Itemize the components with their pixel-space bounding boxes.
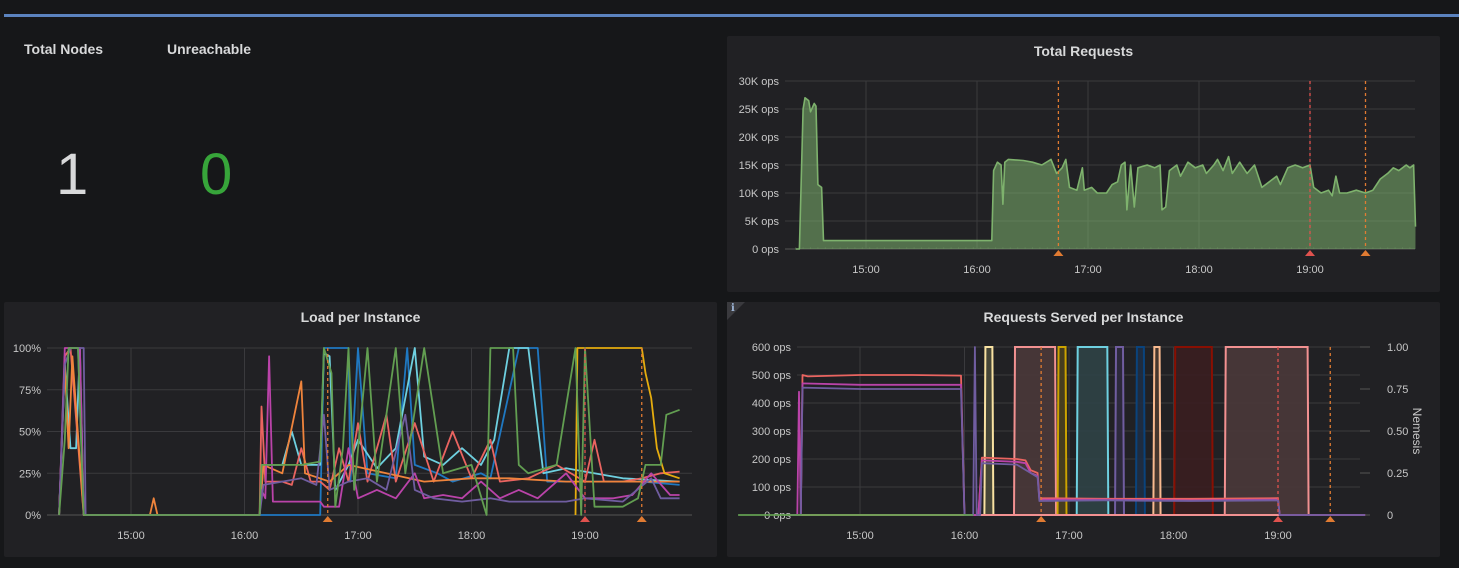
x-axis-tick-label: 18:00 <box>458 530 486 542</box>
x-axis-tick-label: 16:00 <box>963 264 991 276</box>
nemesis-line <box>983 346 995 516</box>
y-axis-tick-label: 75% <box>19 385 41 397</box>
requests-served-chart[interactable]: 0 ops 100 ops 200 ops 300 ops 400 ops 500 ops… <box>727 302 1440 557</box>
y-axis-tick-label: 500 ops <box>752 370 792 382</box>
annotation-marker-icon[interactable] <box>1053 250 1064 256</box>
y-axis-tick-label: 25% <box>19 468 41 480</box>
x-axis-tick-label: 19:00 <box>1264 530 1292 542</box>
y-axis-tick-label: 200 ops <box>752 454 792 466</box>
y-axis-tick-label: 10K ops <box>739 188 780 200</box>
y2-axis-tick-label: 0.50 <box>1387 426 1408 438</box>
y2-axis-tick-label: 0 <box>1387 510 1393 522</box>
nemesis-line <box>1013 346 1058 516</box>
stat-title: Total Nodes <box>24 41 104 57</box>
annotation-marker-icon[interactable] <box>1273 516 1283 522</box>
panel-info-corner[interactable] <box>727 302 745 320</box>
x-axis-tick-label: 17:00 <box>1074 264 1102 276</box>
series-line-instance-5[interactable] <box>574 347 680 516</box>
y2-axis-label: Nemesis <box>1410 408 1424 455</box>
x-axis-tick-label: 16:00 <box>951 530 979 542</box>
y-axis-tick-label: 25K ops <box>739 104 780 116</box>
annotation-marker-icon[interactable] <box>1360 250 1371 256</box>
nemesis-region <box>1136 347 1144 515</box>
y-axis-tick-label: 30K ops <box>739 76 780 88</box>
nemesis-region <box>1225 347 1308 515</box>
series-line-instance-8[interactable] <box>58 347 680 516</box>
y2-axis-tick-label: 0.25 <box>1387 468 1408 480</box>
y-axis-tick-label: 400 ops <box>752 398 792 410</box>
x-axis-tick-label: 17:00 <box>344 530 372 542</box>
y2-axis-tick-label: 1.00 <box>1387 342 1408 354</box>
panel-load-per-instance[interactable]: Load per Instance 0% 25% 50% 75% 100% 15:00 16… <box>4 302 717 557</box>
y-axis-tick-label: 0 ops <box>764 510 791 522</box>
annotation-marker-icon[interactable] <box>636 516 647 522</box>
stat-value: 1 <box>56 142 89 207</box>
series-line-instance-a[interactable] <box>790 374 1366 516</box>
nemesis-region <box>1154 347 1160 515</box>
load-per-instance-chart[interactable]: 0% 25% 50% 75% 100% 15:00 16:00 17:00 18:00 19:00 <box>4 302 717 557</box>
stat-title: Unreachable <box>167 41 252 57</box>
panel-requests-served[interactable]: i Requests Served per Instance 0 ops 100 … <box>727 302 1440 557</box>
x-axis-tick-label: 18:00 <box>1185 264 1213 276</box>
y-axis-tick-label: 300 ops <box>752 426 792 438</box>
info-icon[interactable]: i <box>731 303 735 314</box>
y-axis-tick-label: 20K ops <box>739 132 780 144</box>
series-line-instance-c[interactable] <box>790 346 1366 516</box>
panel-title[interactable]: Requests Served per Instance <box>983 309 1184 325</box>
stat-unreachable[interactable]: Unreachable 0 <box>147 36 297 292</box>
dashboard-row-accent-bar <box>4 14 1459 17</box>
y-axis-tick-label: 100% <box>13 343 41 355</box>
stat-panel-area: Total Nodes 1 Unreachable 0 <box>4 36 717 292</box>
y-axis-tick-label: 0 ops <box>752 244 779 256</box>
nemesis-line <box>1114 346 1125 516</box>
nemesis-region <box>1015 347 1056 515</box>
series-line-instance-3[interactable] <box>58 347 680 516</box>
nemesis-line <box>1075 346 1110 516</box>
nemesis-line <box>1134 346 1146 516</box>
nemesis-region <box>1116 347 1123 515</box>
x-axis-tick-label: 19:00 <box>571 530 599 542</box>
series-line-Total Requests[interactable] <box>795 96 1417 250</box>
y-axis-tick-label: 5K ops <box>745 216 780 228</box>
x-axis-tick-label: 15:00 <box>117 530 145 542</box>
nemesis-line <box>1056 346 1068 516</box>
y-axis-tick-label: 0% <box>25 510 41 522</box>
y-axis-tick-label: 100 ops <box>752 482 792 494</box>
stat-value: 0 <box>200 142 233 207</box>
x-axis-tick-label: 15:00 <box>852 264 880 276</box>
annotation-marker-icon[interactable] <box>580 516 590 522</box>
y2-axis-tick-label: 0.75 <box>1387 384 1408 396</box>
total-requests-chart[interactable]: 0 ops 5K ops 10K ops 15K ops 20K ops 25K ops 3… <box>727 36 1440 292</box>
nemesis-line <box>1152 346 1162 516</box>
annotation-marker-icon[interactable] <box>1305 250 1315 256</box>
panel-title[interactable]: Load per Instance <box>300 309 421 325</box>
annotation-marker-icon[interactable] <box>1325 516 1336 522</box>
y-axis-tick-label: 600 ops <box>752 342 792 354</box>
x-axis-tick-label: 17:00 <box>1055 530 1083 542</box>
x-axis-tick-label: 15:00 <box>846 530 874 542</box>
panel-title[interactable]: Total Requests <box>1033 43 1134 59</box>
x-axis-tick-label: 16:00 <box>231 530 259 542</box>
nemesis-line <box>1173 346 1214 516</box>
y-axis-tick-label: 50% <box>19 427 41 439</box>
x-axis-tick-label: 18:00 <box>1160 530 1188 542</box>
series-line-instance-4[interactable] <box>58 355 680 516</box>
annotation-marker-icon[interactable] <box>322 516 333 522</box>
nemesis-region <box>985 347 993 515</box>
x-axis-tick-label: 19:00 <box>1296 264 1324 276</box>
panel-total-requests[interactable]: Total Requests 0 ops 5K ops 10K ops 15K ops… <box>727 36 1440 292</box>
annotation-marker-icon[interactable] <box>1036 516 1047 522</box>
stat-total-nodes[interactable]: Total Nodes 1 <box>4 36 154 292</box>
series-area <box>795 97 1416 249</box>
nemesis-line <box>1223 346 1310 516</box>
nemesis-region <box>1175 347 1212 515</box>
nemesis-region <box>1058 347 1066 515</box>
nemesis-region <box>1077 347 1108 515</box>
y-axis-tick-label: 15K ops <box>739 160 780 172</box>
